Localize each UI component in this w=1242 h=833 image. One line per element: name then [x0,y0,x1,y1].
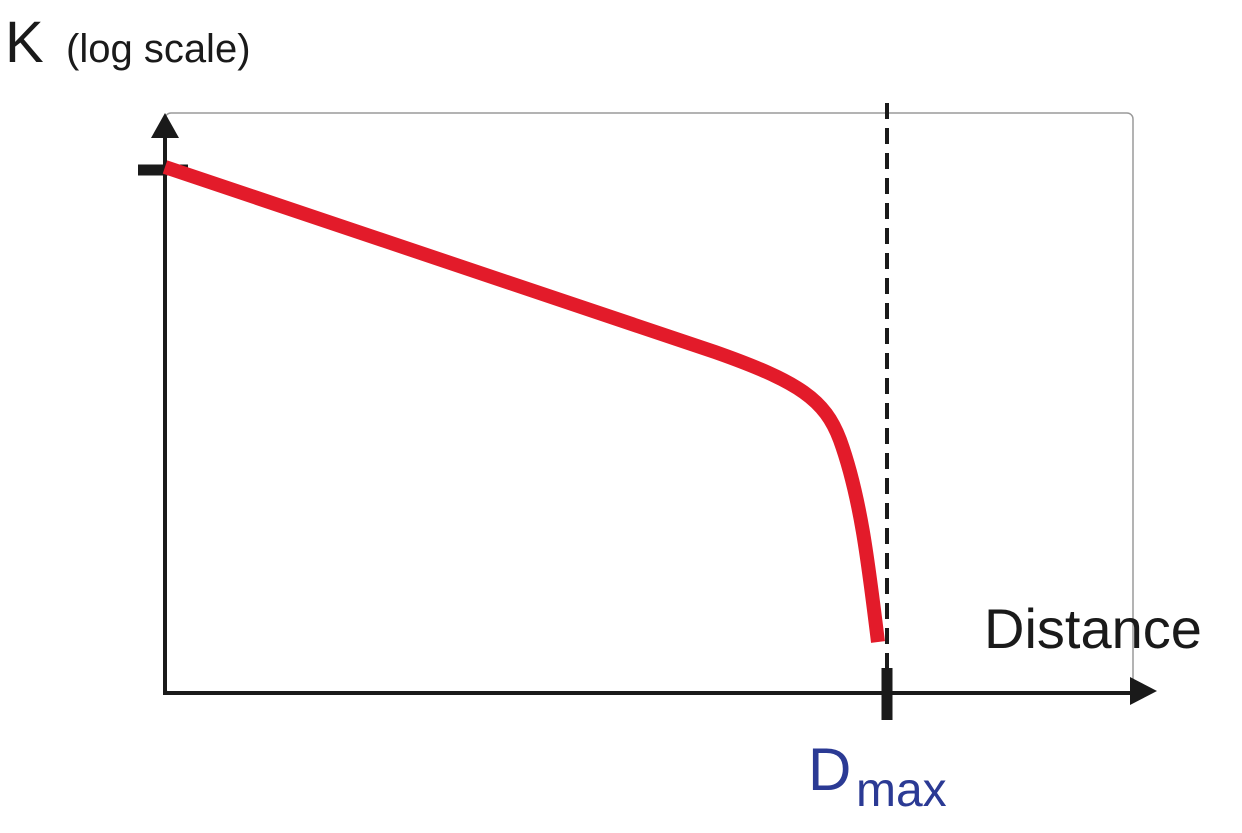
x-axis-arrow [1130,677,1157,705]
y-axis-note: (log scale) [66,27,251,71]
y-axis-arrow [151,113,179,138]
marker-subscript: max [856,764,947,817]
curve [162,160,885,643]
x-axis-label: Distance [984,597,1202,660]
y-axis-symbol: K [5,10,44,75]
marker-symbol: D [808,736,851,803]
